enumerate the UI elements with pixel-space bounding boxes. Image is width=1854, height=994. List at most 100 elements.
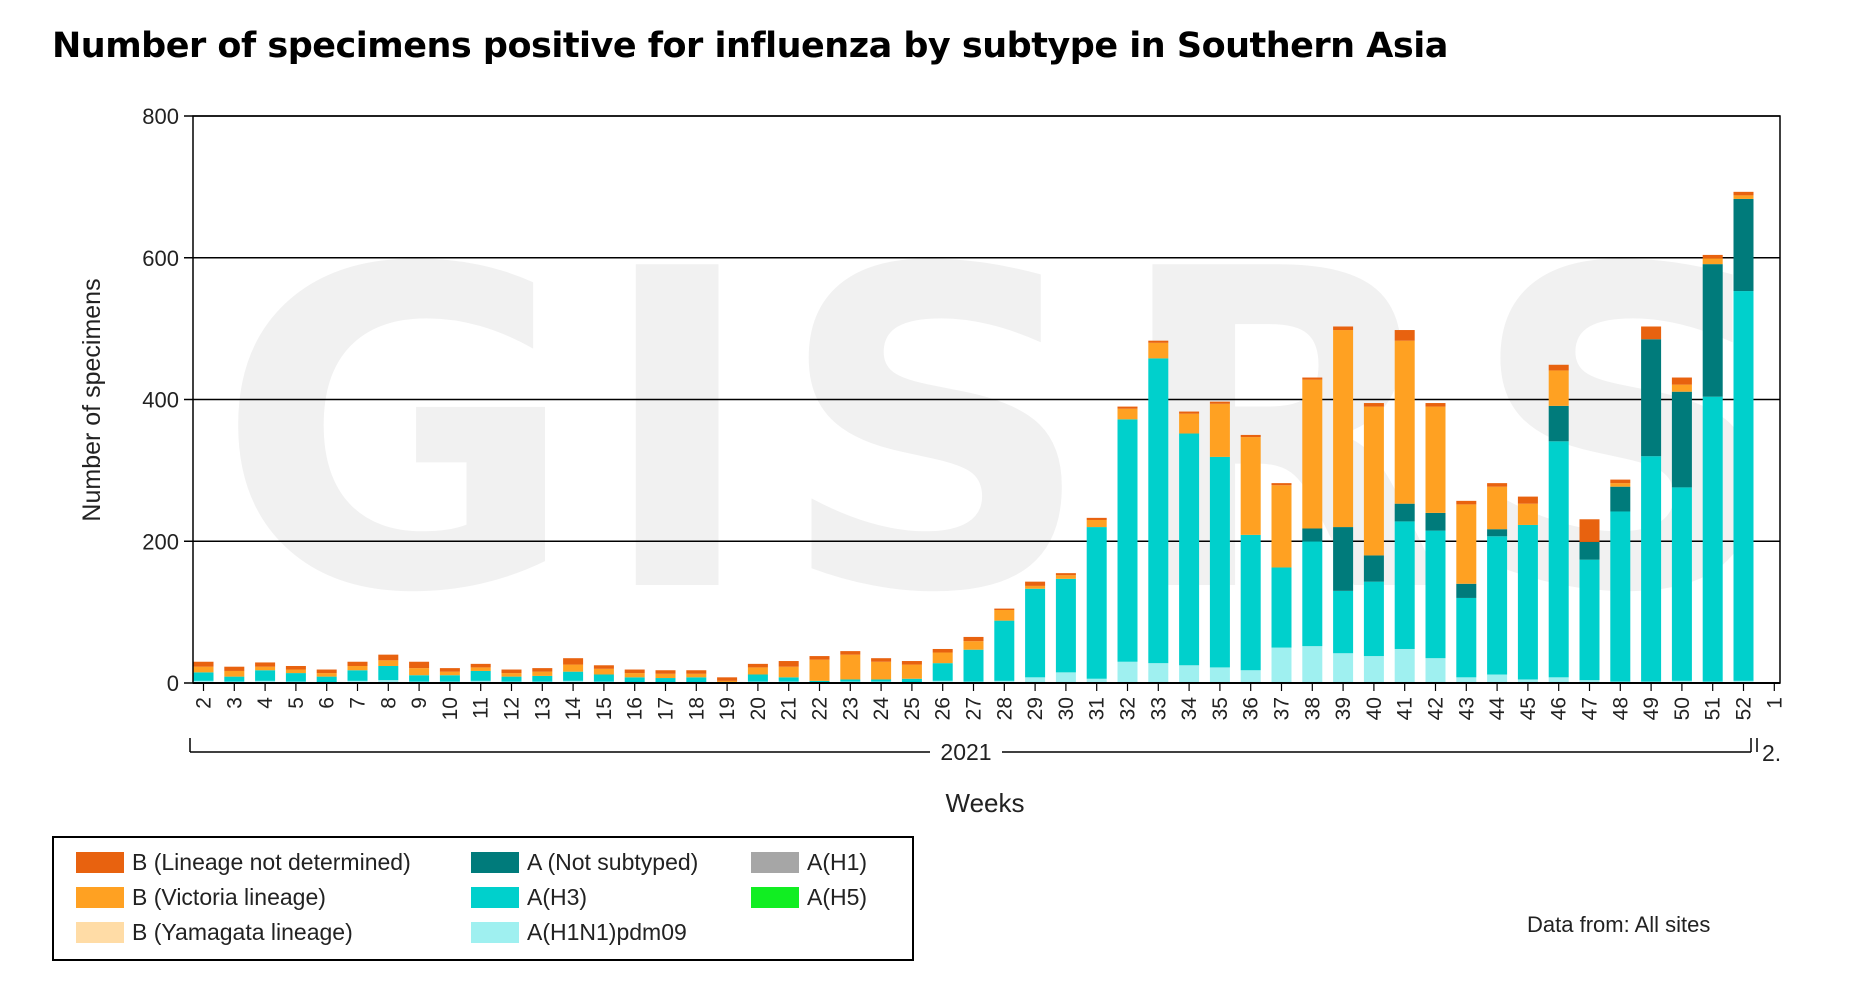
bar-segment: [778, 666, 799, 678]
bar-segment: [1333, 330, 1354, 528]
bar-segment: [1333, 527, 1354, 591]
x-tick-label: 45: [1517, 697, 1540, 720]
bar-segment: [747, 663, 768, 668]
legend-swatch: [471, 886, 519, 908]
bar-segment: [532, 668, 553, 672]
x-tick-label: 41: [1394, 697, 1417, 720]
bar-segment: [255, 670, 276, 681]
x-tick-label: 17: [655, 697, 678, 720]
x-tick-label: 34: [1178, 697, 1201, 721]
bar-segment: [1733, 198, 1754, 292]
bar-segment: [1733, 680, 1754, 683]
bar-segment: [655, 678, 676, 683]
bar-segment: [840, 654, 861, 680]
bar-segment: [378, 680, 399, 683]
bar-segment: [316, 673, 337, 677]
bar-segment: [840, 679, 861, 682]
x-tick-label: 16: [624, 697, 647, 720]
bar-segment: [1702, 258, 1723, 265]
x-tick-label: 30: [1055, 697, 1078, 720]
bar-segment: [1271, 483, 1292, 486]
bar-segment: [1579, 519, 1600, 542]
bar-segment: [747, 674, 768, 682]
bar-segment: [932, 648, 953, 653]
bar-segment: [1025, 588, 1046, 678]
bar-segment: [1240, 434, 1261, 438]
bar-segment: [1487, 536, 1508, 675]
bar-segment: [778, 661, 799, 667]
bar-segment: [747, 667, 768, 675]
bar-segment: [1394, 648, 1415, 683]
legend-item: B (Victoria lineage): [76, 882, 326, 912]
bar-segment: [624, 669, 645, 674]
legend-item: B (Yamagata lineage): [76, 917, 353, 947]
bar-segment: [1548, 405, 1569, 442]
bar-segment: [624, 677, 645, 683]
bar-segment: [1271, 567, 1292, 648]
bar-segment: [255, 662, 276, 667]
bar-segment: [347, 670, 368, 681]
bar-segment: [717, 680, 738, 683]
bar-segment: [1610, 479, 1631, 484]
x-tick-label: 24: [870, 697, 893, 721]
year-label-bg: [930, 738, 1002, 764]
bar-segment: [901, 664, 922, 679]
bar-segment: [1363, 656, 1384, 683]
bar-segment: [1641, 456, 1662, 682]
x-tick-label: 3: [223, 697, 246, 709]
bar-segment: [285, 673, 306, 682]
year-label: 2021: [940, 739, 991, 765]
legend-swatch: [751, 886, 799, 908]
x-tick-label: 37: [1271, 697, 1294, 720]
legend-item: A (Not subtyped): [471, 847, 698, 877]
bar-segment: [809, 659, 830, 681]
bar-segment: [1610, 486, 1631, 512]
bar-segment: [778, 677, 799, 682]
x-tick-label: 36: [1240, 697, 1263, 720]
bar-segment: [840, 651, 861, 655]
bar-segment: [994, 680, 1015, 683]
bar-segment: [1487, 486, 1508, 530]
bar-segment: [1117, 406, 1138, 409]
x-tick-label: 46: [1548, 697, 1571, 720]
bar-segment: [347, 661, 368, 666]
bar-segment: [1487, 674, 1508, 683]
bar-segment: [439, 675, 460, 682]
bar-segment: [285, 669, 306, 674]
bar-segment: [1671, 391, 1692, 488]
bar-segment: [255, 666, 276, 671]
bar-segment: [1517, 524, 1538, 680]
bar-segment: [1487, 483, 1508, 487]
legend-label: A(H5): [807, 883, 868, 910]
bar-segment: [686, 673, 707, 678]
bar-segment: [1671, 680, 1692, 683]
bar-segment: [1548, 370, 1569, 406]
bar-segment: [1209, 401, 1230, 404]
y-tick-label: 200: [142, 529, 179, 554]
bar-segment: [1271, 647, 1292, 683]
bar-segment: [1456, 597, 1477, 678]
bar-segment: [1702, 396, 1723, 682]
bar-segment: [1517, 679, 1538, 683]
legend-label: A(H1N1)pdm09: [527, 918, 687, 945]
bar-segment: [1209, 403, 1230, 457]
bar-segment: [1333, 653, 1354, 683]
bar-segment: [1425, 403, 1446, 407]
legend-swatch: [471, 921, 519, 943]
bar-segment: [963, 649, 984, 682]
bar-segment: [1425, 406, 1446, 513]
bar-segment: [347, 665, 368, 671]
bar-segment: [1302, 528, 1323, 542]
bar-segment: [347, 680, 368, 683]
bar-segment: [1209, 456, 1230, 668]
x-tick-label: 7: [347, 697, 370, 709]
bar-segment: [378, 660, 399, 666]
bar-segment: [1456, 677, 1477, 683]
bar-segment: [994, 609, 1015, 621]
x-tick-label: 33: [1147, 697, 1170, 720]
bar-segment: [1456, 583, 1477, 598]
bar-segment: [1517, 503, 1538, 525]
axes: [189, 115, 1781, 764]
x-tick-label: 15: [593, 697, 616, 720]
